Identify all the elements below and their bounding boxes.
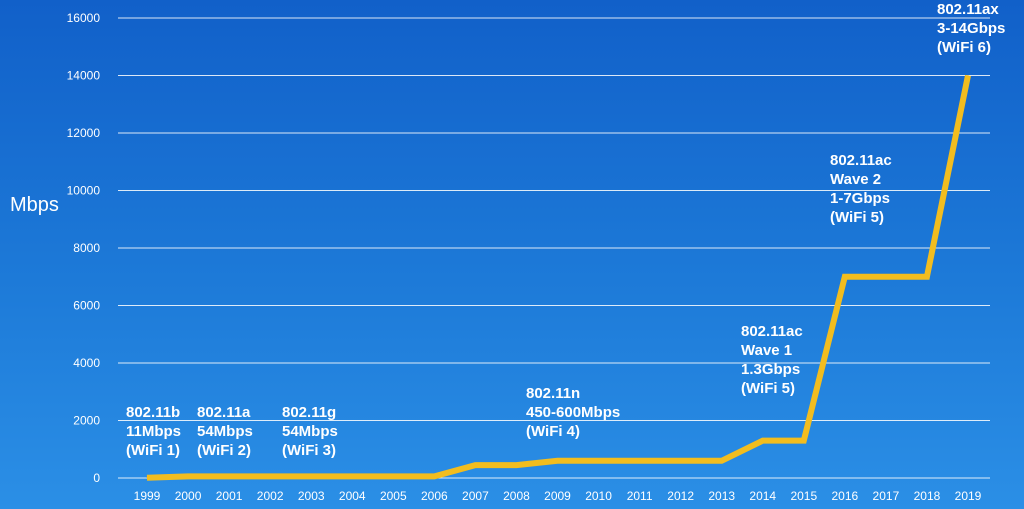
data-point	[187, 475, 189, 477]
annotation-1999: 802.11b 11Mbps (WiFi 1)	[126, 404, 181, 459]
annotation-line: 802.11b	[126, 404, 180, 421]
gridlines	[118, 17, 990, 479]
x-tick-label: 2017	[873, 489, 900, 503]
x-tick-label: 2000	[175, 489, 202, 503]
y-axis-ticks: 0 2000 4000 6000 8000 10000 12000 14000 16000	[67, 11, 101, 485]
data-point	[598, 460, 600, 462]
annotation-line: 450-600Mbps	[526, 404, 620, 421]
annotation-line: (WiFi 6)	[937, 39, 991, 56]
x-tick-label: 2003	[298, 489, 325, 503]
annotation-line: Wave 1	[741, 342, 792, 359]
data-point	[762, 440, 764, 442]
annotation-line: 802.11ac	[741, 323, 803, 340]
data-point	[269, 475, 271, 477]
annotation-line: (WiFi 4)	[526, 423, 580, 440]
data-point	[967, 75, 969, 76]
x-tick-label: 2001	[216, 489, 243, 503]
y-tick-label: 10000	[67, 184, 101, 198]
annotation-line: 802.11n	[526, 385, 580, 402]
y-tick-label: 12000	[67, 126, 101, 140]
annotation-line: 3-14Gbps	[937, 20, 1005, 37]
data-point	[433, 475, 435, 477]
data-point	[351, 475, 353, 477]
y-tick-label: 8000	[73, 241, 100, 255]
x-tick-label: 2019	[955, 489, 982, 503]
data-point	[926, 276, 928, 278]
x-tick-label: 2016	[831, 489, 858, 503]
x-tick-label: 2002	[257, 489, 284, 503]
data-point	[146, 477, 148, 479]
series-layer	[146, 74, 971, 481]
y-tick-label: 16000	[67, 11, 101, 25]
data-point	[515, 464, 517, 466]
annotation-2014: 802.11ac Wave 1 1.3Gbps (WiFi 5)	[741, 323, 803, 397]
annotation-line: (WiFi 5)	[741, 380, 795, 397]
x-tick-label: 2013	[708, 489, 735, 503]
annotation-line: 802.11g	[282, 404, 336, 421]
x-tick-label: 2010	[585, 489, 612, 503]
y-axis-label: Mbps	[10, 194, 59, 216]
y-tick-label: 0	[93, 471, 100, 485]
x-tick-label: 2012	[667, 489, 694, 503]
annotation-line: Wave 2	[830, 171, 881, 188]
annotation-line: (WiFi 1)	[126, 442, 180, 459]
data-point	[721, 460, 723, 462]
annotation-2016: 802.11ac Wave 2 1-7Gbps (WiFi 5)	[830, 152, 892, 226]
annotation-2003: 802.11g 54Mbps (WiFi 3)	[282, 404, 338, 459]
annotations: 802.11b 11Mbps (WiFi 1) 802.11a 54Mbps (WiFi …	[126, 1, 1005, 459]
x-tick-label: 2009	[544, 489, 571, 503]
annotation-line: 54Mbps	[282, 423, 338, 440]
annotation-line: 802.11a	[197, 404, 251, 421]
annotation-line: (WiFi 3)	[282, 442, 336, 459]
annotation-2019: 802.11ax 3-14Gbps (WiFi 6)	[937, 1, 1005, 56]
annotation-2009: 802.11n 450-600Mbps (WiFi 4)	[526, 385, 620, 440]
data-point	[680, 460, 682, 462]
annotation-line: 802.11ac	[830, 152, 892, 169]
annotation-line: 802.11ax	[937, 1, 999, 18]
annotation-line: 1-7Gbps	[830, 190, 890, 207]
x-axis-ticks: 1999 2000 2001 2002 2003 2004 2005 2006 2007 2008…	[134, 489, 982, 503]
x-tick-label: 2008	[503, 489, 530, 503]
annotation-2001: 802.11a 54Mbps (WiFi 2)	[197, 404, 253, 459]
x-tick-label: 2014	[749, 489, 776, 503]
x-tick-label: 1999	[134, 489, 161, 503]
data-point	[803, 440, 805, 442]
y-tick-label: 4000	[73, 356, 100, 370]
annotation-line: 11Mbps	[126, 423, 181, 440]
x-tick-label: 2015	[790, 489, 817, 503]
annotation-line: (WiFi 5)	[830, 209, 884, 226]
y-tick-label: 6000	[73, 299, 100, 313]
data-point	[557, 460, 558, 462]
x-tick-label: 2018	[914, 489, 941, 503]
data-point	[392, 475, 394, 477]
y-tick-label: 14000	[67, 69, 101, 83]
data-point	[474, 464, 476, 466]
x-tick-label: 2006	[421, 489, 448, 503]
data-point	[639, 460, 641, 462]
y-tick-label: 2000	[73, 414, 100, 428]
annotation-line: 54Mbps	[197, 423, 253, 440]
data-point	[310, 475, 312, 477]
data-point	[228, 475, 230, 477]
annotation-line: (WiFi 2)	[197, 442, 251, 459]
data-point	[844, 276, 846, 278]
data-point	[885, 276, 887, 278]
x-tick-label: 2004	[339, 489, 366, 503]
annotation-line: 1.3Gbps	[741, 361, 800, 378]
x-tick-label: 2005	[380, 489, 407, 503]
x-tick-label: 2007	[462, 489, 489, 503]
x-tick-label: 2011	[627, 489, 653, 503]
